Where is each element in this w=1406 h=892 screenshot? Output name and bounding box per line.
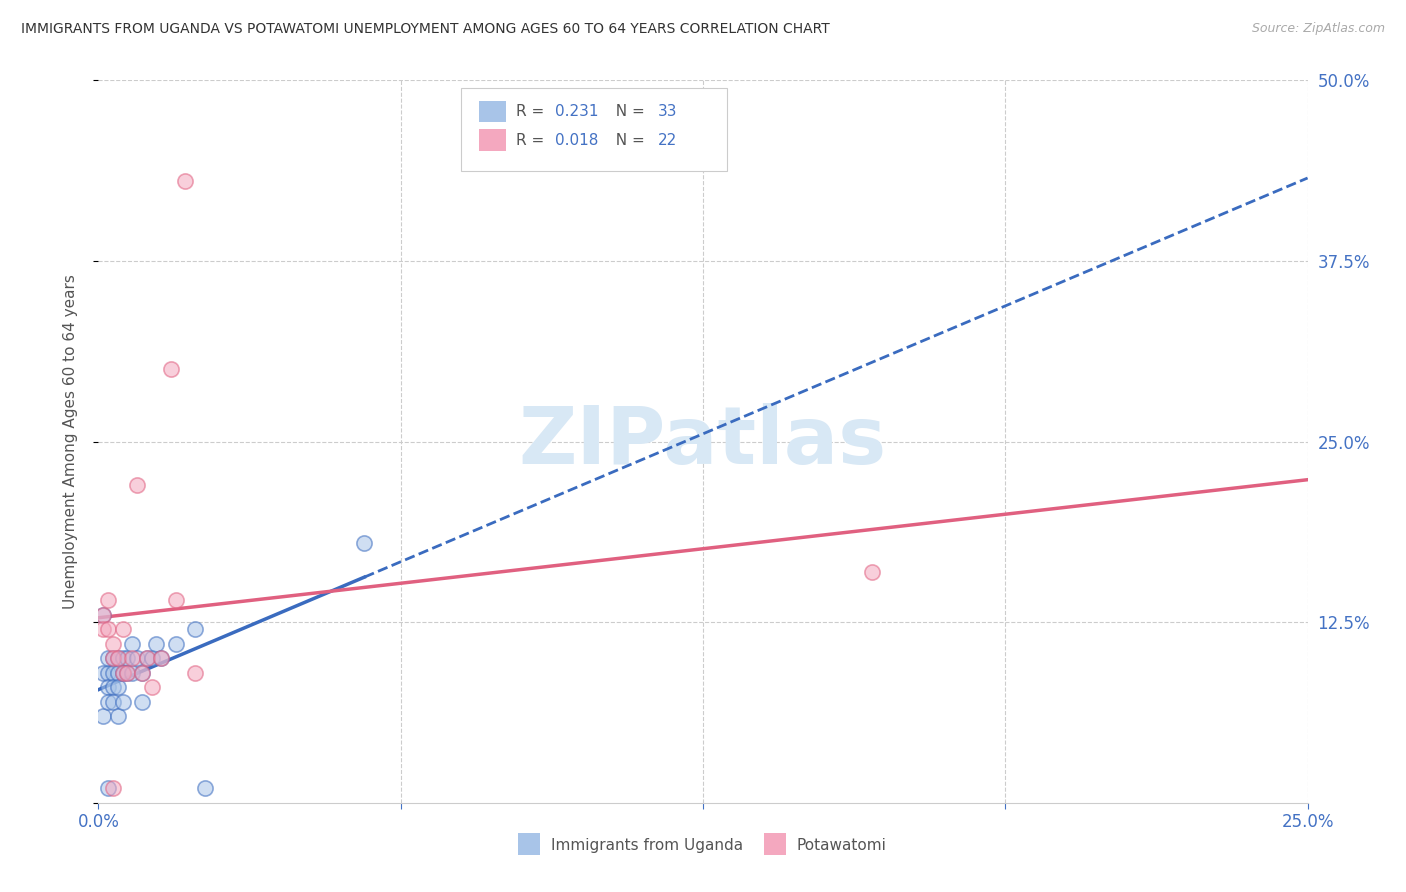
Text: 0.018: 0.018 (555, 133, 599, 148)
Point (131, 665, 153, 680)
Point (174, 174, 197, 188)
Point (97, 623, 120, 637)
Text: R =: R = (516, 103, 548, 119)
Point (121, 665, 143, 680)
Point (117, 665, 139, 680)
Point (150, 651, 173, 665)
Text: Source: ZipAtlas.com: Source: ZipAtlas.com (1251, 22, 1385, 36)
FancyBboxPatch shape (461, 87, 727, 170)
Point (101, 651, 124, 665)
Point (131, 695, 153, 709)
Point (135, 651, 157, 665)
Point (111, 665, 134, 680)
Point (97, 651, 120, 665)
Point (127, 651, 149, 665)
Point (121, 637, 143, 651)
Point (117, 665, 139, 680)
Point (150, 651, 173, 665)
Point (107, 680, 129, 694)
FancyBboxPatch shape (479, 129, 506, 151)
Text: 33: 33 (658, 103, 678, 119)
Point (91, 665, 114, 680)
Point (141, 680, 163, 694)
FancyBboxPatch shape (479, 101, 506, 122)
Point (145, 637, 167, 651)
Point (184, 623, 207, 637)
Point (97, 781, 120, 796)
Point (91, 607, 114, 622)
Point (107, 665, 129, 680)
Point (111, 623, 134, 637)
Point (97, 593, 120, 607)
Point (165, 637, 187, 651)
Point (111, 651, 134, 665)
Text: 22: 22 (658, 133, 678, 148)
Text: IMMIGRANTS FROM UGANDA VS POTAWATOMI UNEMPLOYMENT AMONG AGES 60 TO 64 YEARS CORR: IMMIGRANTS FROM UGANDA VS POTAWATOMI UNE… (21, 22, 830, 37)
Point (860, 565, 883, 579)
Text: N =: N = (606, 103, 650, 119)
Text: ZIPatlas: ZIPatlas (519, 402, 887, 481)
Point (91, 623, 114, 637)
Point (107, 651, 129, 665)
Point (101, 781, 124, 796)
Point (101, 680, 124, 694)
Point (111, 695, 134, 709)
Point (91, 607, 114, 622)
Legend: Immigrants from Uganda, Potawatomi: Immigrants from Uganda, Potawatomi (512, 829, 894, 860)
Point (127, 478, 149, 492)
Point (131, 665, 153, 680)
Point (91, 709, 114, 723)
Y-axis label: Unemployment Among Ages 60 to 64 years: Unemployment Among Ages 60 to 64 years (63, 274, 77, 609)
Point (101, 651, 124, 665)
Point (165, 593, 187, 607)
Point (101, 695, 124, 709)
Point (101, 637, 124, 651)
Point (194, 781, 217, 796)
Point (141, 651, 163, 665)
Point (121, 651, 143, 665)
Point (107, 709, 129, 723)
Point (111, 665, 134, 680)
Point (97, 665, 120, 680)
Point (160, 362, 183, 376)
Text: N =: N = (606, 133, 650, 148)
Point (97, 695, 120, 709)
Point (97, 680, 120, 694)
Point (353, 535, 375, 549)
Point (184, 665, 207, 680)
Point (135, 651, 157, 665)
Text: 0.231: 0.231 (555, 103, 599, 119)
Text: R =: R = (516, 133, 548, 148)
Point (101, 665, 124, 680)
Point (117, 651, 139, 665)
Point (107, 651, 129, 665)
